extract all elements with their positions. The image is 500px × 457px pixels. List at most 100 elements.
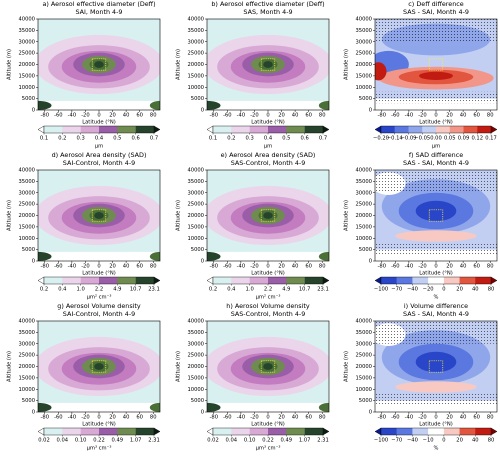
contour-region [419,71,453,80]
colorbar-segment [62,428,81,435]
x-tick-label: 80 [150,264,157,270]
colorbar-segment [443,277,460,284]
x-tick-label: -80 [210,415,218,421]
colorbar-label: 0.1 [209,136,217,142]
y-tick-label: 25000 [355,353,372,359]
x-tick-label: 60 [136,415,143,421]
contour-region [375,62,387,81]
y-tick-label: 30000 [355,341,372,347]
y-tick-label: 30000 [18,341,35,347]
x-tick-label: 40 [460,113,467,119]
y-axis-label: Altitude (m) [176,351,182,382]
stippling [375,170,497,193]
colorbar-segment [408,126,423,133]
colorbar-label: 23.1 [148,287,160,293]
y-tick-label: 25000 [187,51,204,57]
x-axis-label: Latitude (°N) [419,120,453,126]
x-tick-label: -20 [418,113,426,119]
y-tick-label: 25000 [18,202,35,208]
y-tick-label: 15000 [187,224,204,230]
y-tick-label: 40000 [18,168,35,174]
y-tick-label: 10000 [187,85,204,91]
colorbar-segment [286,277,305,284]
x-axis-label: Latitude (°N) [82,271,116,277]
x-tick-label: 40 [292,113,299,119]
y-tick-label: 25000 [355,202,372,208]
colorbar-label: 0.49 [112,438,124,444]
x-tick-label: -40 [405,415,413,421]
x-tick-label: -20 [418,415,426,421]
colorbar-label: 1.07 [299,438,311,444]
colorbar-label: 1.07 [130,438,142,444]
x-tick-label: -40 [405,113,413,119]
injection-box [428,360,444,373]
colorbar-segment [422,126,437,133]
x-tick-label: -80 [41,113,49,119]
y-tick-label: 0 [201,259,204,265]
colorbar-label: 0.22 [262,438,274,444]
colorbar-extend [490,276,498,285]
injection-box [260,209,276,222]
contour-region [375,249,497,261]
y-tick-label: 15000 [355,375,372,381]
y-tick-label: 10000 [18,236,35,242]
colorbar-label: 10.7 [130,287,142,293]
x-tick-label: -60 [391,264,399,270]
y-tick-label: 15000 [187,375,204,381]
y-tick-label: 40000 [355,17,372,23]
contour-field [375,170,497,261]
colorbar-segment [135,428,155,435]
colorbar-segment [286,126,305,133]
colorbar-label: 0.2 [227,136,235,142]
y-tick-label: 15000 [18,224,35,230]
colorbar-label: 1.0 [246,287,254,293]
y-tick-label: 20000 [187,364,204,370]
colorbar-segment [99,277,118,284]
colorbar-segment [80,428,100,435]
y-tick-label: 0 [32,410,35,416]
colorbar-segment [394,126,409,133]
colorbar-extend [37,125,45,134]
x-tick-label: -80 [41,415,49,421]
colorbar-segment [412,428,429,435]
x-tick-label: 60 [473,113,480,119]
panel-subtitle: SAI, Month 4-9 [76,8,123,16]
x-tick-label: 80 [319,264,326,270]
x-tick-label: 0 [97,113,100,119]
colorbar-extend [322,276,330,285]
colorbar-label: −40 [407,438,418,444]
y-tick-label: 5000 [22,398,35,404]
x-tick-label: 20 [446,415,453,421]
y-axis-label: Altitude (m) [344,49,350,80]
stippling [375,393,497,406]
colorbar-segment [44,428,63,435]
colorbar-segment [117,277,136,284]
contour-region [149,251,160,261]
y-tick-label: 10000 [187,236,204,242]
panel-subtitle: SAS-Control, Month 4-9 [231,159,306,167]
colorbar-segment [304,126,324,133]
colorbar-label: −0.20 [373,136,389,142]
y-tick-label: 30000 [355,190,372,196]
x-tick-label: -20 [418,264,426,270]
colorbar-extend [37,427,45,436]
y-axis-label: Altitude (m) [344,351,350,382]
colorbar-segment [249,277,269,284]
x-tick-label: 80 [150,415,157,421]
x-tick-label: 20 [109,415,116,421]
colorbar-label: −40 [407,287,418,293]
contour-field [375,321,497,412]
colorbar-label: 4.9 [282,287,290,293]
colorbar-unit: % [434,446,439,452]
panel-subtitle: SAS - SAI, Month 4-9 [403,159,469,167]
contour-region [94,363,104,370]
panel-title: i) Volume difference [404,302,468,310]
panel-title: a) Aerosol effective diameter (Deff) [42,0,155,8]
colorbar-segment [286,428,305,435]
x-tick-label: 20 [446,113,453,119]
y-tick-label: 0 [369,108,372,114]
colorbar-label: 0.10 [244,438,256,444]
